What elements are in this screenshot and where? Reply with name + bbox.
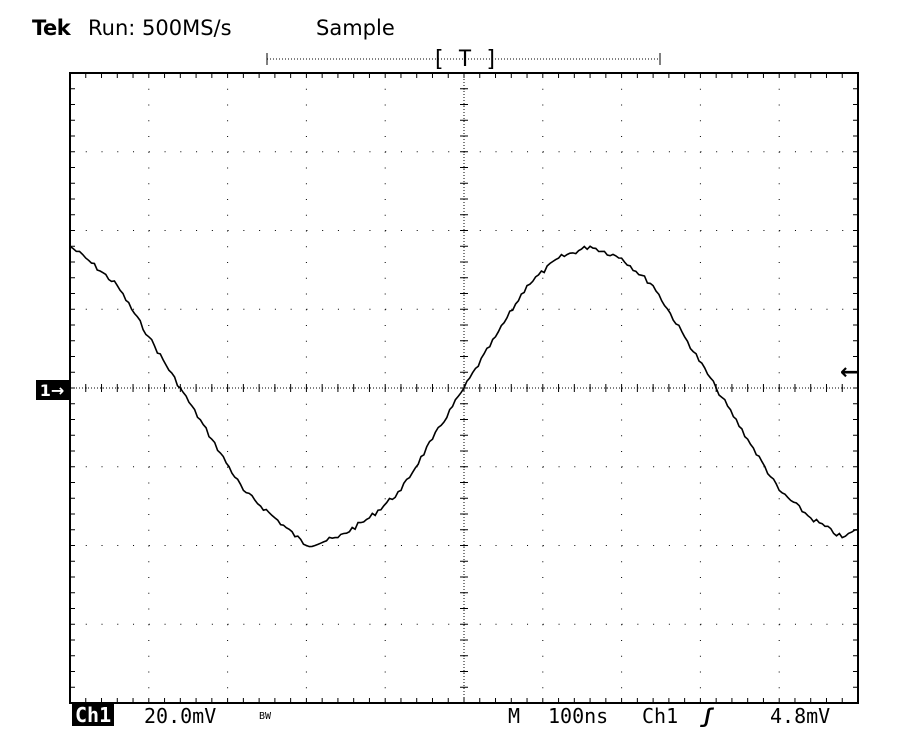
svg-text:1→: 1→ [40,381,65,400]
trigger-level-arrow: ← [840,360,858,385]
ground-marker: 1→ [36,380,69,400]
timebase-mode: M [508,704,521,728]
acquisition-mode-label: Sample [316,16,395,40]
record-length-bar: [ T ] [266,47,661,72]
plot-frame [69,72,859,704]
ch1-waveform [69,245,859,548]
trigger-source: Ch1 [642,704,679,728]
trigger-slope-icon: ʃ [701,704,714,728]
trigger-position-bracket: [ T ] [432,47,498,72]
channel-scale: 20.0mV [144,704,217,728]
timebase-scale: 100ns [548,704,609,728]
brand-label: Tek [32,16,71,40]
trigger-level: 4.8mV [770,704,831,728]
acquisition-rate-label: Run: 500MS/s [88,16,232,40]
channel-tag: Ch1 [72,704,115,726]
bandwidth-limit-indicator: BW [259,711,272,722]
